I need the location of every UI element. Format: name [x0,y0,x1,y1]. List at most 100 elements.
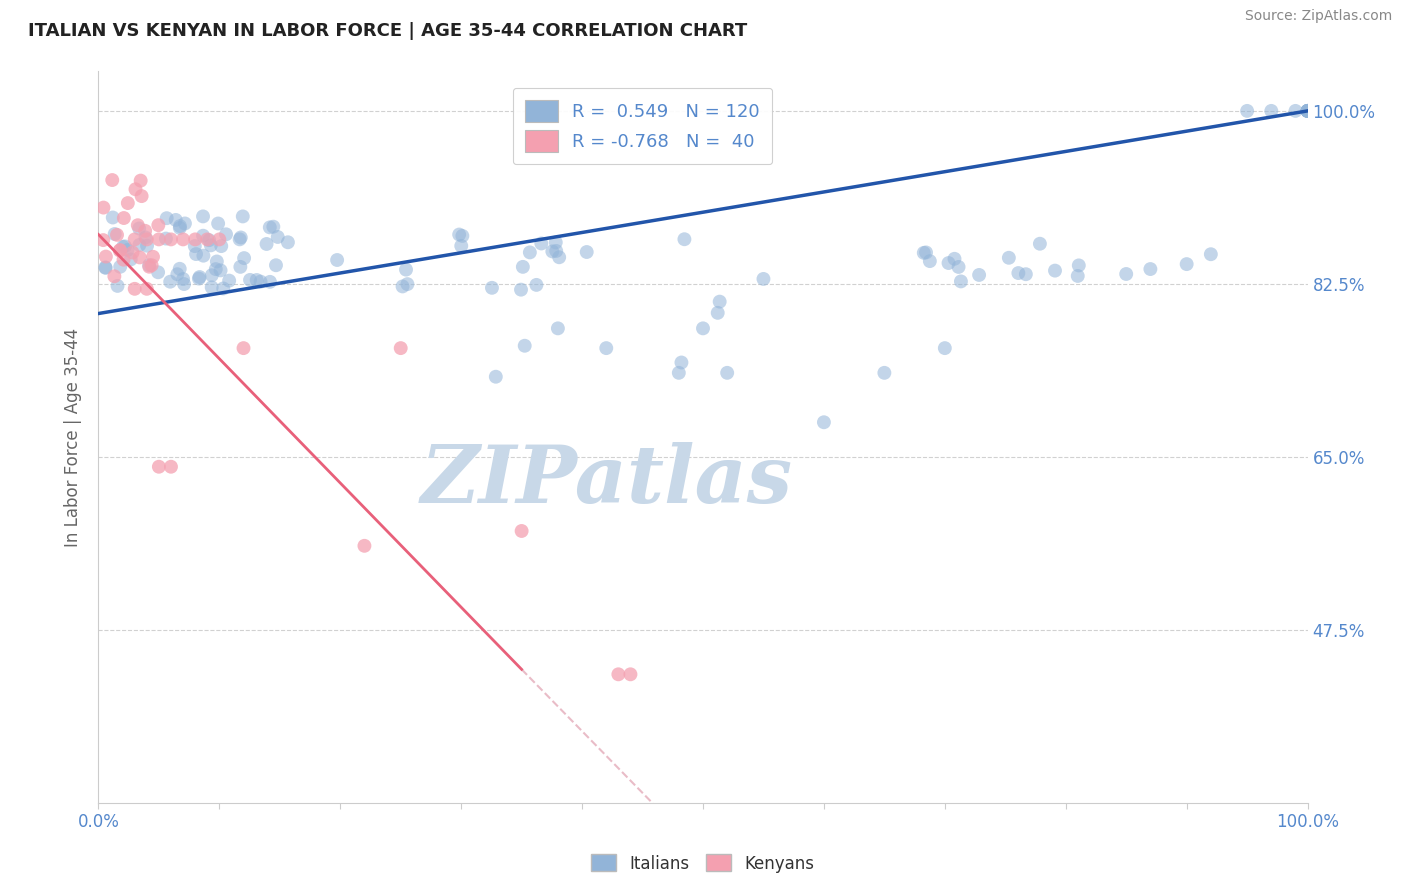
Point [160,232,183,246]
Point [1029,236,1052,251]
Point [1296,103,1319,118]
Point [267,230,290,244]
Point [481,281,503,295]
Point [449,227,471,242]
Text: ZIPatlas: ZIPatlas [420,442,793,520]
Point [212,281,235,295]
Point [259,220,281,235]
Point [232,210,254,224]
Point [998,251,1021,265]
Point [169,219,191,233]
Point [127,219,149,233]
Point [117,243,139,257]
Point [1175,257,1198,271]
Point [246,273,269,287]
Point [135,232,157,246]
Point [105,227,128,242]
Point [103,269,125,284]
Point [121,245,143,260]
Point [156,211,179,226]
Point [191,210,214,224]
Point [141,258,163,272]
Point [619,667,641,681]
Text: ITALIAN VS KENYAN IN LABOR FORCE | AGE 35-44 CORRELATION CHART: ITALIAN VS KENYAN IN LABOR FORCE | AGE 3… [28,22,748,40]
Point [1199,247,1222,261]
Point [706,306,728,320]
Point [1236,103,1258,118]
Point [668,366,690,380]
Point [200,238,222,252]
Point [112,252,135,267]
Point [451,228,474,243]
Point [114,239,136,253]
Point [752,272,775,286]
Point [93,201,115,215]
Point [142,250,165,264]
Point [207,217,229,231]
Point [215,227,238,242]
Point [249,275,271,289]
Point [134,224,156,238]
Point [128,221,150,235]
Point [138,260,160,274]
Point [546,244,568,258]
Point [166,267,188,281]
Point [110,243,132,257]
Legend: R =  0.549   N = 120, R = -0.768   N =  40: R = 0.549 N = 120, R = -0.768 N = 40 [513,87,772,164]
Point [205,254,228,268]
Point [1007,266,1029,280]
Point [915,245,938,260]
Point [1067,268,1090,283]
Point [188,270,211,285]
Point [108,244,131,258]
Point [1296,103,1319,118]
Point [135,282,157,296]
Point [201,280,224,294]
Point [943,252,966,266]
Point [264,258,287,272]
Point [160,459,183,474]
Point [117,196,139,211]
Point [229,260,252,274]
Point [547,321,569,335]
Point [716,366,738,380]
Point [107,279,129,293]
Point [256,237,278,252]
Point [172,272,194,286]
Point [948,260,970,274]
Point [938,256,960,270]
Legend: Italians, Kenyans: Italians, Kenyans [585,847,821,880]
Point [485,369,508,384]
Point [191,228,214,243]
Point [148,218,170,232]
Point [934,341,956,355]
Point [101,211,124,225]
Point [510,283,533,297]
Point [1067,259,1090,273]
Point [172,232,194,246]
Point [396,277,419,292]
Point [204,262,226,277]
Point [918,254,941,268]
Point [112,240,135,254]
Point [259,275,281,289]
Point [450,239,472,253]
Point [155,231,177,245]
Point [131,189,153,203]
Point [195,232,218,246]
Point [1284,103,1306,118]
Point [389,341,412,355]
Point [544,235,567,250]
Point [1296,103,1319,118]
Point [391,279,413,293]
Point [174,217,197,231]
Point [232,341,254,355]
Point [1115,267,1137,281]
Point [548,250,571,264]
Point [94,260,117,275]
Point [1296,103,1319,118]
Point [1139,262,1161,277]
Point [128,251,150,265]
Point [124,182,146,196]
Point [187,271,209,285]
